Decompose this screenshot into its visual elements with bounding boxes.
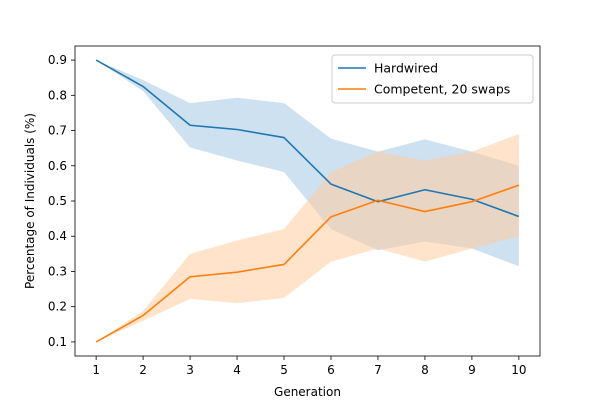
confidence-bands (96, 60, 519, 342)
y-tick-label: 0.7 (48, 124, 67, 138)
y-tick-label: 0.9 (48, 53, 67, 67)
x-axis-ticks: 1 2 3 4 5 6 7 8 9 10 (92, 356, 527, 377)
y-tick-label: 0.5 (48, 194, 67, 208)
series-2-line (95, 184, 520, 343)
x-tick-label: 10 (511, 363, 526, 377)
x-tick-label: 3 (186, 363, 194, 377)
y-axis-ticks: 0.1 0.2 0.3 0.4 0.5 0.6 0.7 0.8 0.9 (48, 53, 75, 349)
x-tick-label: 7 (374, 363, 382, 377)
x-tick-label: 1 (92, 363, 100, 377)
series-lines (95, 59, 520, 343)
legend-label: Competent, 20 swaps (374, 82, 510, 97)
x-tick-label: 6 (327, 363, 335, 377)
y-tick-label: 0.8 (48, 88, 67, 102)
legend-label: Hardwired (374, 61, 438, 76)
x-tick-label: 4 (233, 363, 241, 377)
y-tick-label: 0.6 (48, 159, 67, 173)
legend: Hardwired Competent, 20 swaps (331, 54, 534, 104)
x-tick-label: 9 (468, 363, 476, 377)
legend-box (331, 54, 534, 104)
series-2-band (96, 134, 519, 342)
x-tick-label: 8 (421, 363, 429, 377)
y-tick-label: 0.1 (48, 335, 67, 349)
y-tick-label: 0.2 (48, 300, 67, 314)
x-tick-label: 2 (139, 363, 147, 377)
y-axis-label: Percentage of Individuals (%) (23, 113, 37, 289)
x-axis-label: Generation (274, 385, 341, 399)
y-tick-label: 0.3 (48, 264, 67, 278)
x-tick-label: 5 (280, 363, 288, 377)
series-1-line (95, 59, 520, 218)
y-tick-label: 0.4 (48, 229, 67, 243)
